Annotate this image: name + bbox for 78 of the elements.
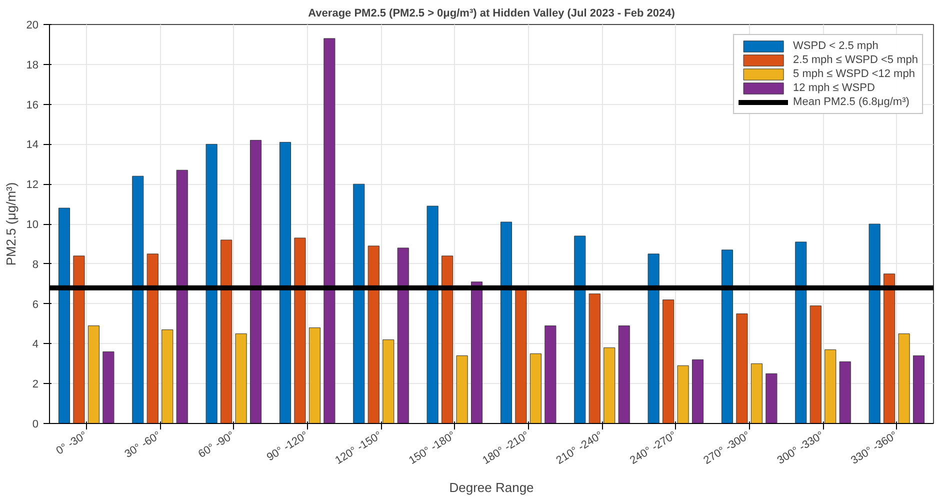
bar: [692, 359, 704, 424]
x-tick-label: 150° -180°: [407, 429, 458, 467]
bar: [662, 300, 674, 424]
x-tick-label: 210° -240°: [554, 429, 606, 467]
bar: [162, 329, 174, 424]
bar: [648, 254, 660, 424]
bar: [102, 351, 114, 424]
x-tick-label: 330° -360°: [849, 429, 900, 467]
y-tick-label: 8: [32, 258, 39, 271]
y-tick-label: 14: [26, 139, 39, 152]
bar: [912, 355, 925, 424]
y-tick-label: 6: [32, 298, 39, 311]
x-tick-label: 60° -90°: [196, 429, 237, 461]
bar: [868, 224, 880, 424]
legend-label: WSPD < 2.5 mph: [793, 40, 878, 52]
legend-label: 2.5 mph ≤ WSPD <5 mph: [793, 54, 918, 66]
bar: [884, 274, 896, 424]
x-tick-label: 300° -330°: [775, 429, 826, 467]
bar: [470, 282, 483, 424]
bar: [176, 170, 188, 424]
x-tick-label: 240° -270°: [628, 429, 679, 467]
legend-label: 12 mph ≤ WSPD: [793, 82, 875, 94]
bar: [456, 355, 468, 424]
bar: [721, 250, 734, 424]
x-tick-label: 90° -120°: [264, 429, 310, 464]
bar: [795, 242, 807, 424]
y-tick-label: 0: [32, 418, 39, 430]
bar: [898, 333, 910, 424]
y-tick-label: 10: [26, 219, 39, 231]
bar: [324, 38, 336, 424]
y-tick-label: 4: [32, 338, 39, 351]
bar: [426, 206, 438, 424]
bar: [544, 325, 556, 424]
y-tick-label: 16: [26, 99, 39, 112]
bar: [206, 144, 218, 424]
bar: [574, 236, 586, 424]
x-tick-label: 180° -210°: [480, 429, 532, 467]
bar: [588, 294, 600, 424]
bar: [604, 347, 616, 424]
bar: [810, 306, 822, 424]
bar: [146, 254, 158, 424]
bar: [442, 256, 454, 424]
bar: [839, 361, 851, 424]
bar: [294, 238, 306, 424]
bar: [88, 325, 100, 424]
x-tick-label: 120° -150°: [333, 429, 384, 467]
y-tick-label: 2: [32, 378, 39, 391]
legend-label: Mean PM2.5 (6.8μg/m³): [793, 96, 910, 108]
bar: [382, 339, 394, 424]
bar: [58, 208, 70, 424]
bar: [73, 256, 85, 424]
y-tick-label: 12: [26, 179, 39, 192]
bar: [736, 314, 748, 424]
bar: [530, 353, 542, 424]
bar: [500, 222, 512, 424]
y-axis-title: PM2.5 (μg/m³): [3, 182, 18, 266]
bar: [132, 176, 144, 424]
bar: [618, 325, 630, 424]
chart-title: Average PM2.5 (PM2.5 > 0μg/m³) at Hidden Valley (Jul 2023 - Feb 2024): [308, 8, 676, 20]
bar: [353, 184, 365, 424]
bar: [397, 248, 409, 424]
y-tick-label: 18: [26, 59, 39, 72]
x-tick-label: 30° -60°: [122, 429, 164, 461]
x-axis-title: Degree Range: [449, 480, 534, 496]
bar: [279, 142, 292, 424]
bar: [824, 349, 836, 424]
bar: [677, 365, 689, 424]
x-tick-label: 270° -300°: [702, 429, 752, 467]
y-tick-label: 20: [26, 20, 39, 32]
bar: [308, 327, 320, 424]
bar: [220, 240, 232, 424]
bar: [766, 373, 778, 424]
bar: [250, 140, 262, 424]
bar: [368, 246, 380, 424]
legend-label: 5 mph ≤ WSPD <12 mph: [793, 68, 915, 80]
bar: [750, 363, 762, 424]
x-tick-label: 0° -30°: [54, 429, 90, 458]
bar: [235, 333, 247, 424]
